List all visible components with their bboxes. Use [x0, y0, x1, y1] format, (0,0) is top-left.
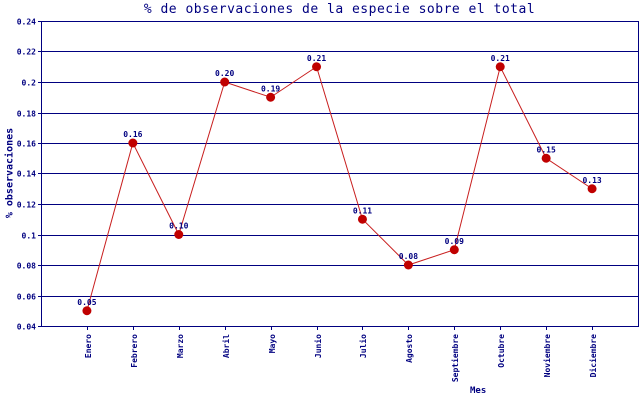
- y-tick-label: 0.2: [22, 79, 37, 88]
- x-tick-label: Julio: [358, 334, 368, 358]
- data-point-marker: [587, 184, 597, 194]
- x-tick-label: Junio: [313, 334, 323, 358]
- data-point-label: 0.08: [399, 252, 418, 261]
- data-point-label: 0.13: [582, 176, 601, 185]
- x-tick-label: Octubre: [497, 334, 506, 368]
- x-tick-label: Noviembre: [542, 334, 552, 378]
- x-tick-label: Abril: [221, 334, 231, 358]
- x-tick-label: Febrero: [130, 334, 139, 368]
- x-tick-label: Agosto: [405, 334, 414, 363]
- data-point-label: 0.21: [307, 54, 326, 63]
- data-point-marker: [541, 153, 551, 163]
- data-point-marker: [357, 214, 367, 224]
- y-tick-label: 0.16: [17, 140, 36, 149]
- data-point-label: 0.10: [169, 222, 188, 231]
- data-point-marker: [128, 138, 138, 148]
- data-point-marker: [312, 62, 322, 72]
- y-tick-label: 0.24: [17, 18, 36, 27]
- y-tick-label: 0.1: [22, 232, 37, 241]
- data-point-marker: [174, 230, 184, 239]
- x-tick-label: Septiembre: [450, 334, 460, 382]
- x-tick-label: Marzo: [176, 334, 185, 358]
- data-point-label: 0.09: [445, 237, 464, 246]
- y-tick-label: 0.08: [17, 262, 36, 271]
- x-tick-label: Diciembre: [588, 334, 598, 378]
- data-point-marker: [82, 306, 92, 316]
- data-point-label: 0.20: [215, 69, 234, 78]
- data-point-marker: [266, 92, 276, 102]
- data-point-label: 0.11: [353, 206, 372, 215]
- y-tick-label: 0.14: [17, 170, 36, 179]
- y-tick-label: 0.04: [17, 323, 36, 332]
- y-tick-label: 0.06: [17, 293, 36, 302]
- data-line: [86, 65, 593, 311]
- data-point-marker: [449, 245, 459, 255]
- data-point-label: 0.16: [123, 130, 142, 139]
- x-tick-label: Mayo: [268, 334, 277, 353]
- data-point-label: 0.05: [77, 298, 96, 307]
- x-tick-label: Enero: [84, 334, 93, 358]
- x-axis-label: Mes: [470, 386, 487, 396]
- y-tick-label: 0.22: [17, 48, 36, 57]
- plot-border: [41, 21, 639, 327]
- data-point-label: 0.19: [261, 84, 280, 93]
- chart-title: % de observaciones de la especie sobre e…: [143, 2, 536, 17]
- data-point-label: 0.15: [537, 145, 556, 154]
- y-tick-label: 0.18: [17, 110, 36, 119]
- data-point-marker: [403, 260, 413, 270]
- data-point-marker: [495, 62, 505, 72]
- y-tick-label: 0.12: [17, 201, 36, 210]
- data-point-label: 0.21: [491, 54, 510, 63]
- data-point-marker: [220, 77, 230, 87]
